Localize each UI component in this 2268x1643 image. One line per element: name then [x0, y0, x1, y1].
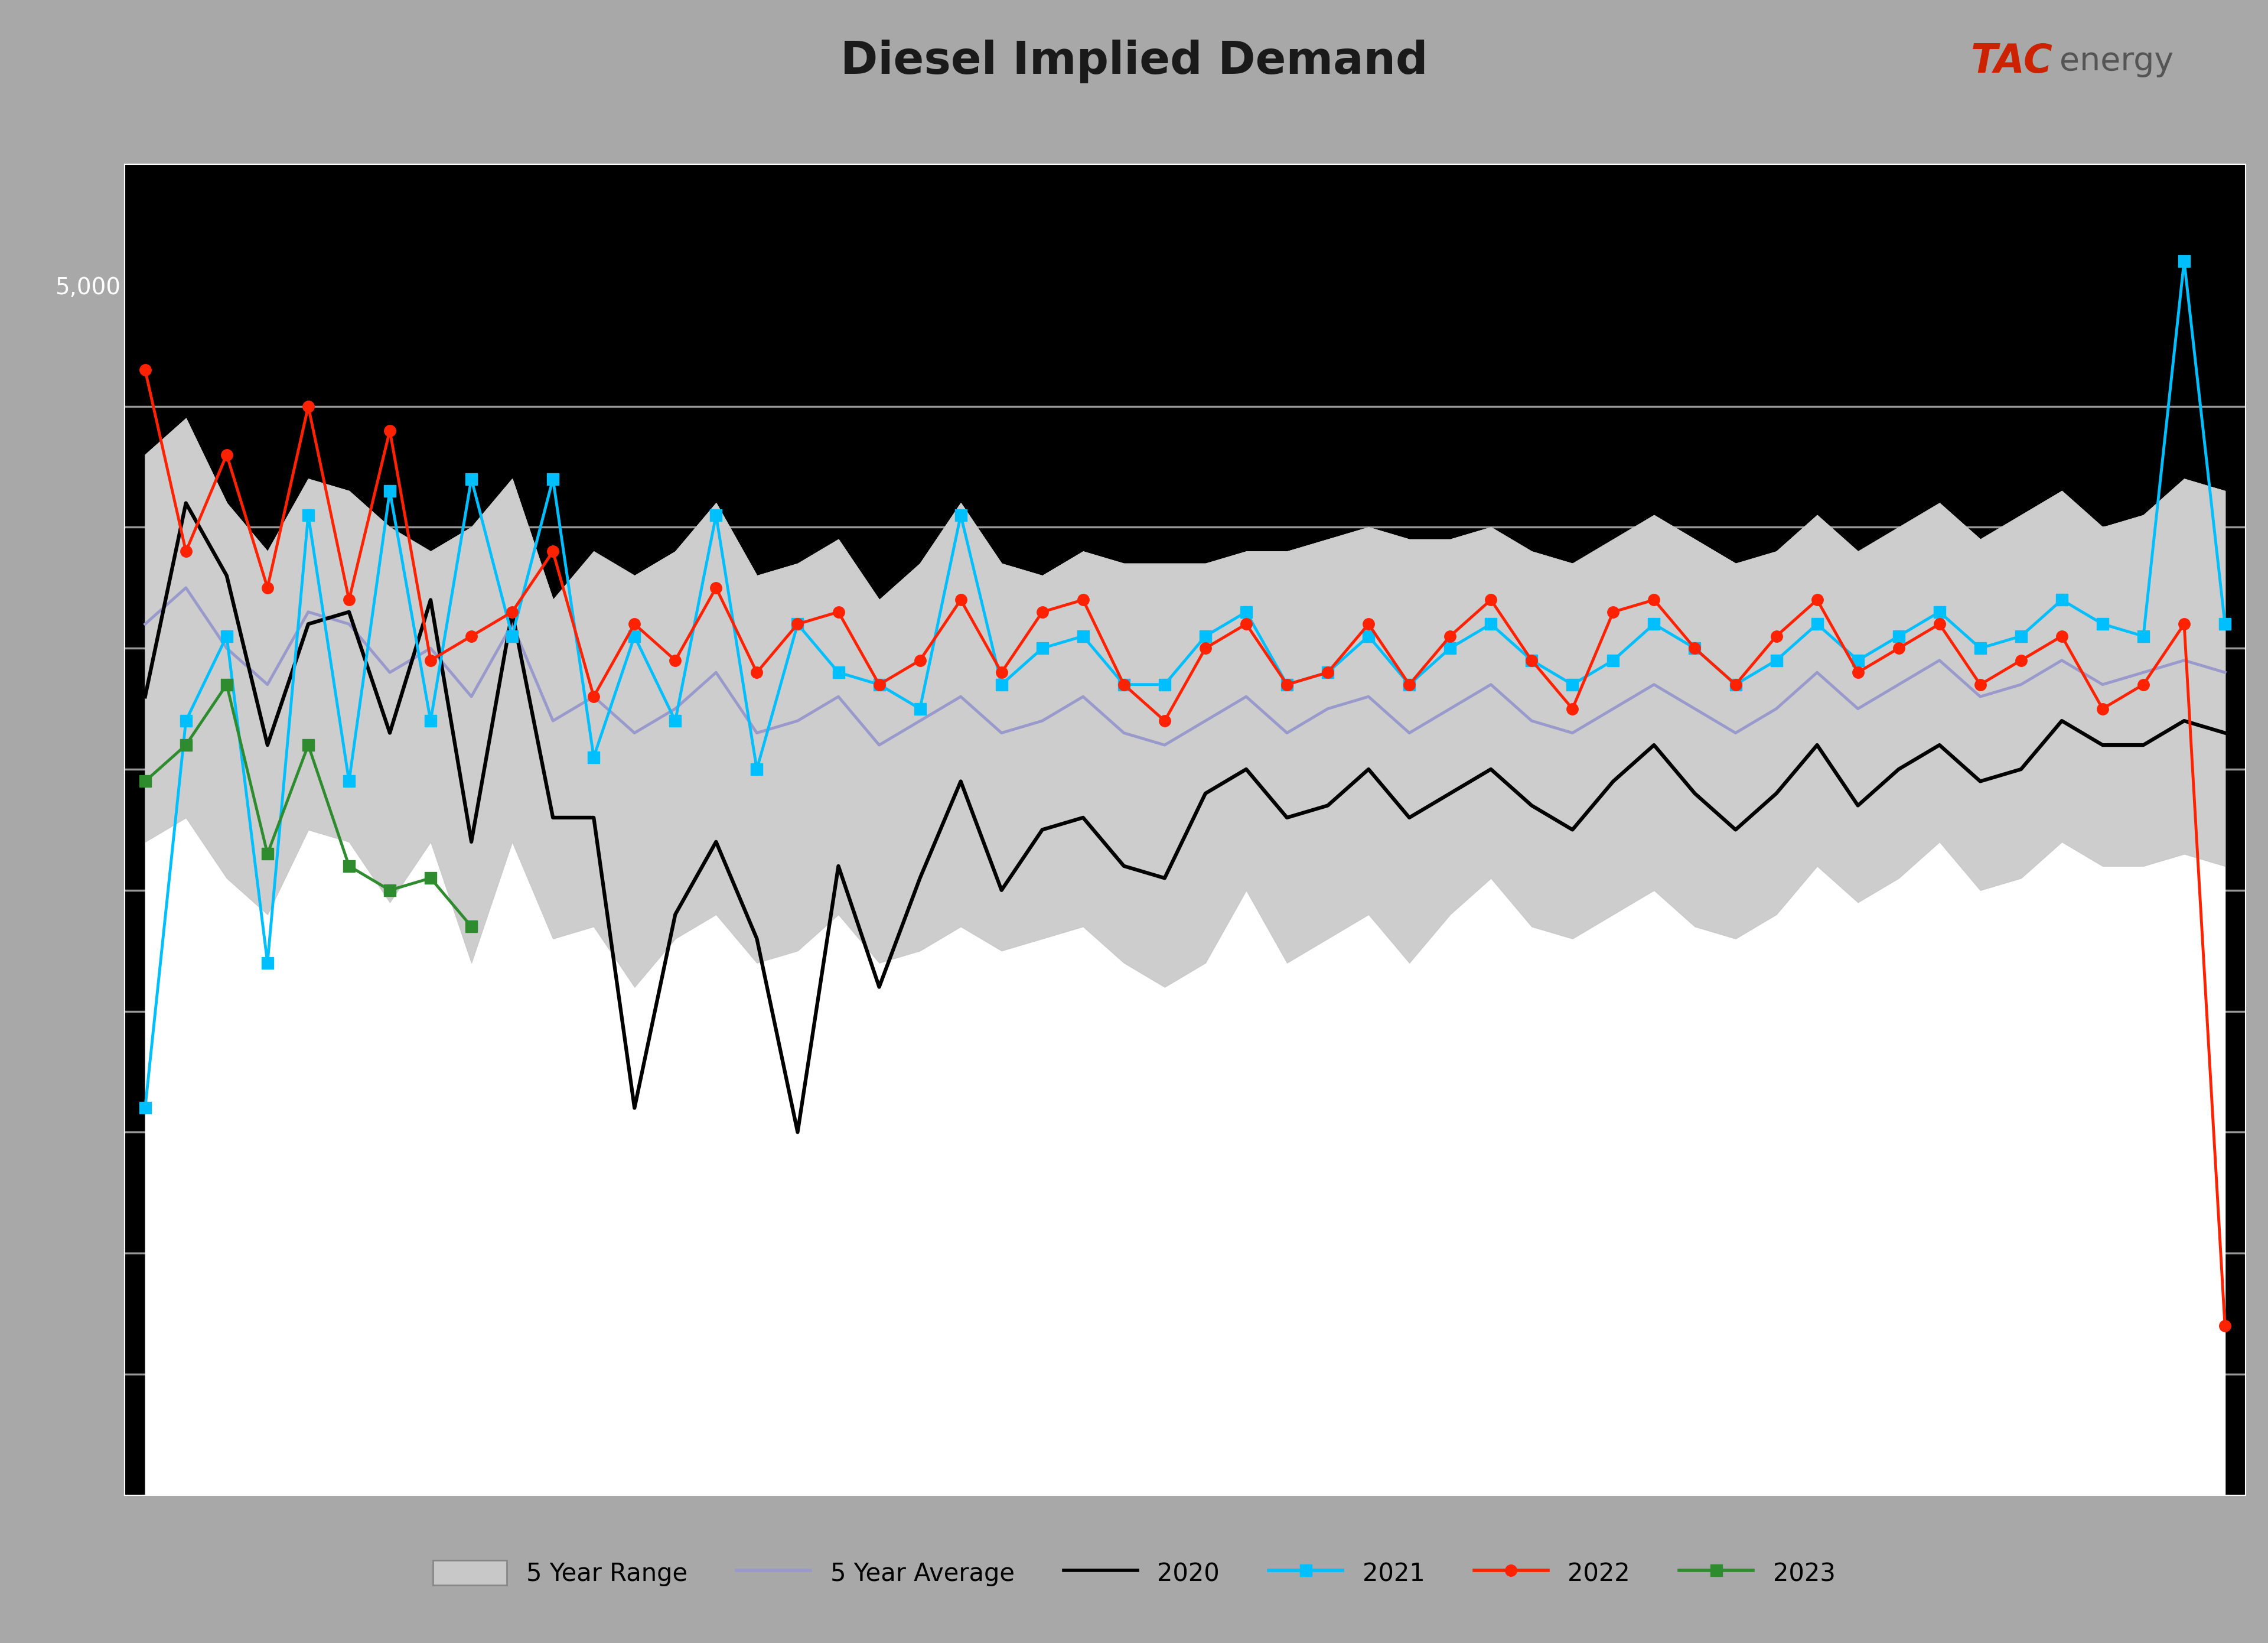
Text: Diesel Implied Demand: Diesel Implied Demand [841, 39, 1427, 84]
Text: energy: energy [2059, 46, 2173, 77]
Legend: 5 Year Range, 5 Year Average, 2020, 2021, 2022, 2023: 5 Year Range, 5 Year Average, 2020, 2021… [422, 1551, 1846, 1595]
Text: TAC: TAC [1971, 43, 2053, 81]
